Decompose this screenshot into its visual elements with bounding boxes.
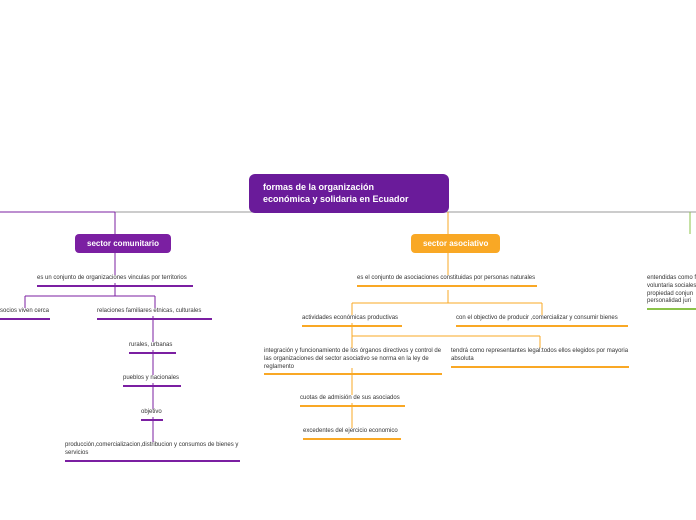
leaf-node: es un conjunto de organizaciones vincula…: [37, 275, 193, 287]
root-node: formas de la organizacióneconómica y sol…: [249, 174, 449, 213]
leaf-node: con el objectivo de producir ,comerciali…: [456, 315, 628, 327]
leaf-node: es el conjunto de asociaciones constitui…: [357, 275, 537, 287]
leaf-node: rurales, urbanas: [129, 342, 176, 354]
leaf-node: pueblos y nacionales: [123, 375, 181, 387]
leaf-node: actividades económicas productivas: [302, 315, 402, 327]
leaf-node: excedentes del ejercicio economico: [303, 428, 401, 440]
leaf-node: cuotas de admisión de sus asociados: [300, 395, 405, 407]
root-label: formas de la organizacióneconómica y sol…: [263, 182, 409, 204]
branch-comunitario: sector comunitario: [75, 234, 171, 253]
branch-asociativo: sector asociativo: [411, 234, 500, 253]
leaf-node: integración y funcionamiento de los órga…: [264, 348, 442, 375]
leaf-node: producción,comercializacion,distribucion…: [65, 442, 240, 462]
leaf-node: socios viven cerca: [0, 308, 50, 320]
leaf-node: tendrá como representantes legal:todos e…: [451, 348, 629, 368]
leaf-node: entendidas como forma voluntaria sociale…: [647, 275, 696, 310]
leaf-node: objetivo: [141, 409, 163, 421]
leaf-node: relaciones familiares etnicas, culturale…: [97, 308, 212, 320]
